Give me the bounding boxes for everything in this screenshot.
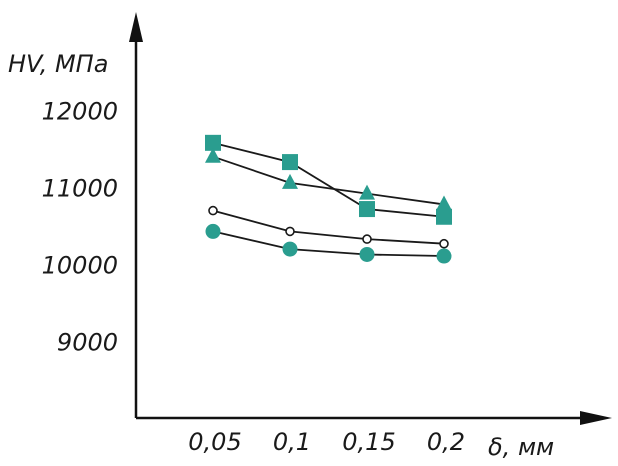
data-point-triangle <box>436 195 452 211</box>
data-point-triangle <box>359 184 375 200</box>
y-tick-label: 9000 <box>57 329 118 357</box>
data-point-square <box>282 154 298 171</box>
y-tick-label: 11000 <box>42 175 118 203</box>
data-point-square <box>205 134 221 151</box>
data-point-triangle <box>205 147 221 163</box>
x-axis-label: δ, мм <box>488 433 554 461</box>
x-tick-label: 0,05 <box>188 428 241 456</box>
series-line-triangle <box>212 155 445 206</box>
series-markers <box>205 134 452 264</box>
axes <box>129 12 612 425</box>
data-point-circle <box>282 241 298 257</box>
x-tick-label: 0,2 <box>427 428 465 456</box>
y-axis-arrow <box>129 12 143 42</box>
data-point-circle <box>359 246 375 262</box>
x-tick-label: 0,15 <box>342 428 395 456</box>
series-lines <box>212 141 445 257</box>
data-point-open-circle <box>362 234 372 244</box>
data-point-circle <box>436 248 452 264</box>
x-tick-label: 0,1 <box>273 428 311 456</box>
data-point-square <box>436 208 452 225</box>
series-line-square <box>212 141 445 218</box>
data-point-triangle <box>282 173 298 189</box>
series-line-circle <box>212 230 445 257</box>
data-point-circle <box>205 223 221 239</box>
y-tick-label: 12000 <box>42 98 118 126</box>
y-axis-label: HV, МПа <box>8 50 108 78</box>
x-axis-arrow <box>580 411 612 425</box>
data-point-square <box>359 201 375 218</box>
data-point-open-circle <box>285 226 295 237</box>
series-line-open-circle <box>212 209 445 245</box>
y-tick-labels: 9000 10000 11000 12000 <box>42 98 118 357</box>
data-point-open-circle <box>208 205 218 216</box>
y-tick-label: 10000 <box>42 252 118 280</box>
x-tick-labels: 0,05 0,1 0,15 0,2 <box>188 428 465 456</box>
data-point-open-circle <box>439 238 449 249</box>
